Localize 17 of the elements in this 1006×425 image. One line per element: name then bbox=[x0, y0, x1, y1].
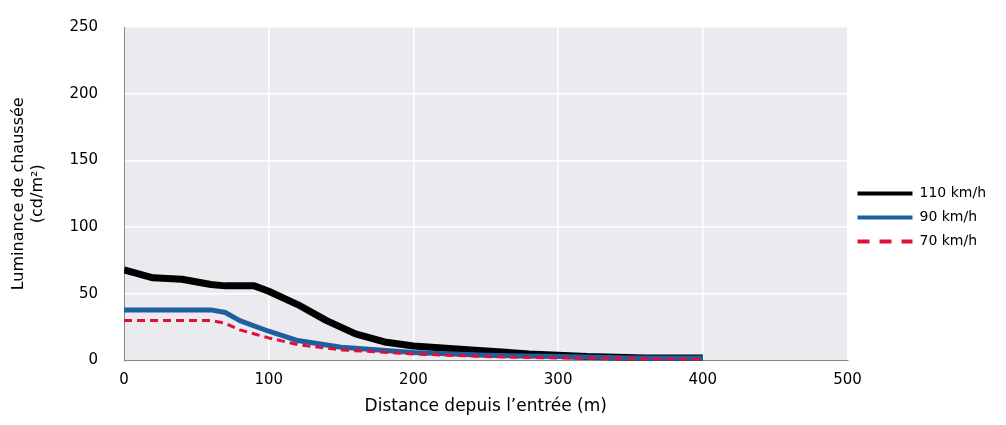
x-tick-label: 200 bbox=[399, 370, 428, 389]
x-tick-label: 300 bbox=[543, 370, 573, 389]
x-tick-label: 400 bbox=[688, 370, 718, 389]
y-tick-label: 200 bbox=[69, 83, 99, 102]
y-tick-label: 150 bbox=[69, 150, 99, 169]
x-tick-label: 500 bbox=[833, 370, 862, 389]
x-tick-label: 100 bbox=[254, 370, 284, 389]
y-tick-label: 50 bbox=[78, 283, 99, 302]
y-tick-label: 0 bbox=[88, 350, 99, 369]
legend-label: 110 km/h bbox=[919, 184, 987, 201]
y-tick-label: 100 bbox=[69, 217, 99, 236]
legend-label: 90 km/h bbox=[919, 208, 978, 225]
x-tick-label: 0 bbox=[119, 370, 129, 389]
y-axis-title: Luminance de chaussée (cd/m²) bbox=[7, 97, 46, 291]
legend-label: 70 km/h bbox=[919, 232, 978, 249]
y-tick-label: 250 bbox=[69, 16, 99, 35]
x-axis-title: Distance depuis l’entrée (m) bbox=[364, 395, 607, 416]
